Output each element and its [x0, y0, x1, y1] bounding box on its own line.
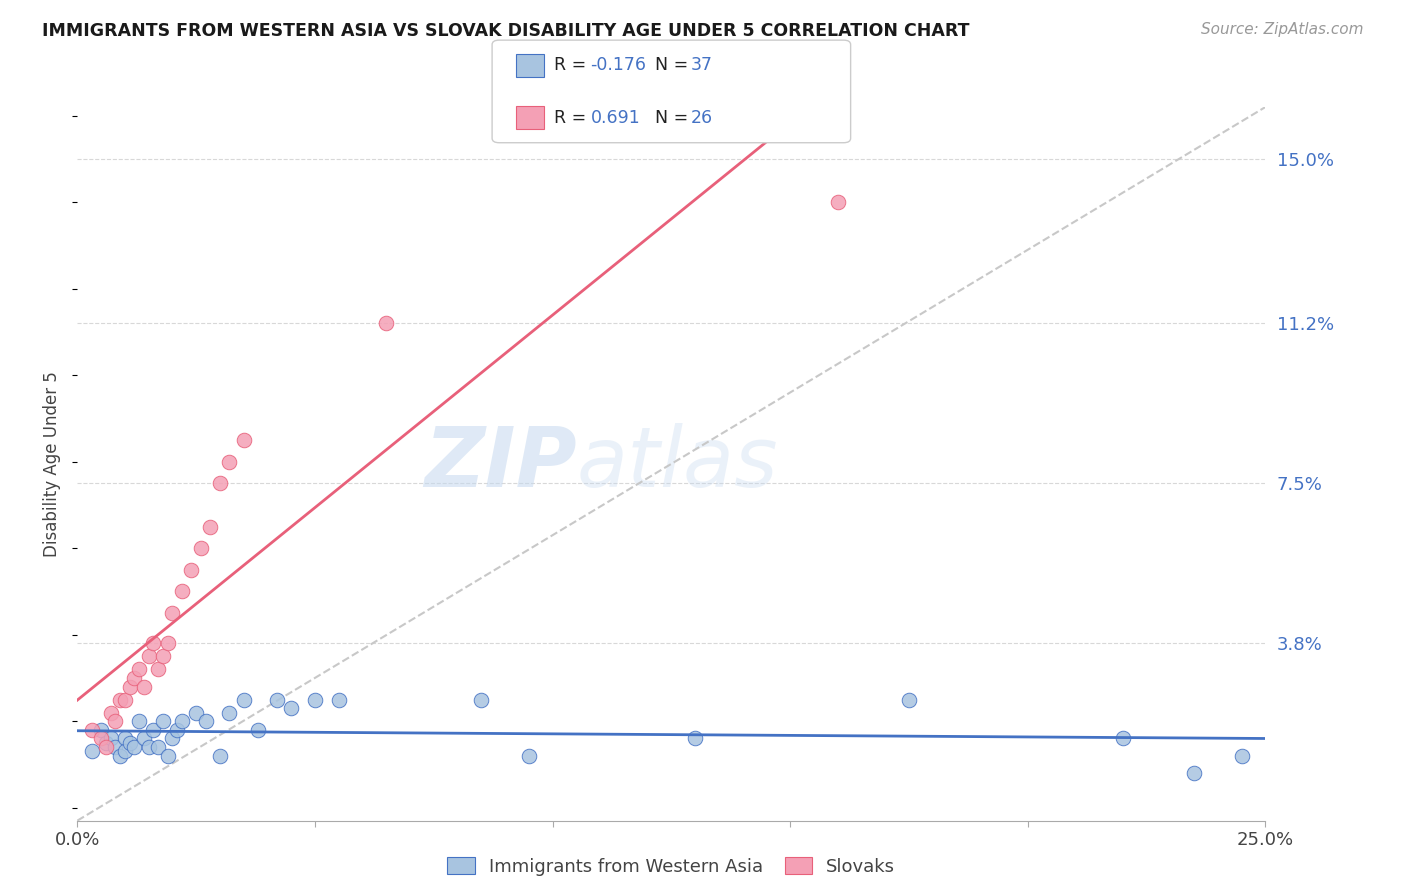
Point — [200, 519, 222, 533]
Point — [180, 563, 202, 577]
Point — [104, 714, 127, 728]
Text: -0.176: -0.176 — [591, 56, 647, 74]
Text: ZIP: ZIP — [423, 424, 576, 504]
Text: R =: R = — [554, 56, 592, 74]
Point — [208, 476, 231, 491]
Legend: Immigrants from Western Asia, Slovaks: Immigrants from Western Asia, Slovaks — [440, 850, 903, 883]
Point — [138, 740, 160, 755]
Point — [142, 723, 165, 737]
Point — [1112, 731, 1135, 746]
Point — [280, 701, 302, 715]
Point — [162, 606, 184, 620]
Point — [683, 731, 706, 746]
Point — [1182, 766, 1205, 780]
Point — [304, 692, 326, 706]
Text: 0.691: 0.691 — [591, 109, 640, 127]
Point — [146, 740, 169, 755]
Point — [138, 649, 160, 664]
Point — [90, 731, 112, 746]
Point — [124, 740, 146, 755]
Point — [517, 748, 540, 763]
Point — [108, 748, 131, 763]
Point — [170, 714, 193, 728]
Point — [156, 748, 179, 763]
Point — [190, 541, 212, 556]
Point — [470, 692, 492, 706]
Point — [80, 744, 103, 758]
Point — [132, 680, 155, 694]
Point — [118, 680, 141, 694]
Text: 26: 26 — [690, 109, 713, 127]
Point — [232, 692, 254, 706]
Point — [94, 736, 117, 750]
Text: IMMIGRANTS FROM WESTERN ASIA VS SLOVAK DISABILITY AGE UNDER 5 CORRELATION CHART: IMMIGRANTS FROM WESTERN ASIA VS SLOVAK D… — [42, 22, 970, 40]
Point — [162, 731, 184, 746]
Point — [246, 723, 269, 737]
Text: Source: ZipAtlas.com: Source: ZipAtlas.com — [1201, 22, 1364, 37]
Text: N =: N = — [655, 109, 695, 127]
Point — [128, 662, 150, 676]
Point — [156, 636, 179, 650]
Text: R =: R = — [554, 109, 592, 127]
Point — [146, 662, 169, 676]
Text: atlas: atlas — [576, 424, 778, 504]
Point — [266, 692, 288, 706]
Point — [90, 723, 112, 737]
Point — [80, 723, 103, 737]
Point — [375, 316, 398, 330]
Point — [114, 692, 136, 706]
Point — [898, 692, 921, 706]
Point — [118, 736, 141, 750]
Point — [114, 731, 136, 746]
Point — [232, 433, 254, 447]
Text: N =: N = — [655, 56, 695, 74]
Point — [186, 706, 208, 720]
Point — [142, 636, 165, 650]
Point — [166, 723, 188, 737]
Y-axis label: Disability Age Under 5: Disability Age Under 5 — [44, 371, 62, 557]
Point — [208, 748, 231, 763]
Point — [100, 731, 122, 746]
Point — [128, 714, 150, 728]
Point — [152, 714, 174, 728]
Point — [170, 584, 193, 599]
Point — [132, 731, 155, 746]
Point — [328, 692, 350, 706]
Point — [114, 744, 136, 758]
Point — [218, 706, 240, 720]
Point — [100, 706, 122, 720]
Point — [194, 714, 217, 728]
Point — [104, 740, 127, 755]
Point — [827, 195, 849, 210]
Point — [94, 740, 117, 755]
Point — [152, 649, 174, 664]
Point — [218, 455, 240, 469]
Point — [108, 692, 131, 706]
Point — [1230, 748, 1253, 763]
Text: 37: 37 — [690, 56, 713, 74]
Point — [124, 671, 146, 685]
